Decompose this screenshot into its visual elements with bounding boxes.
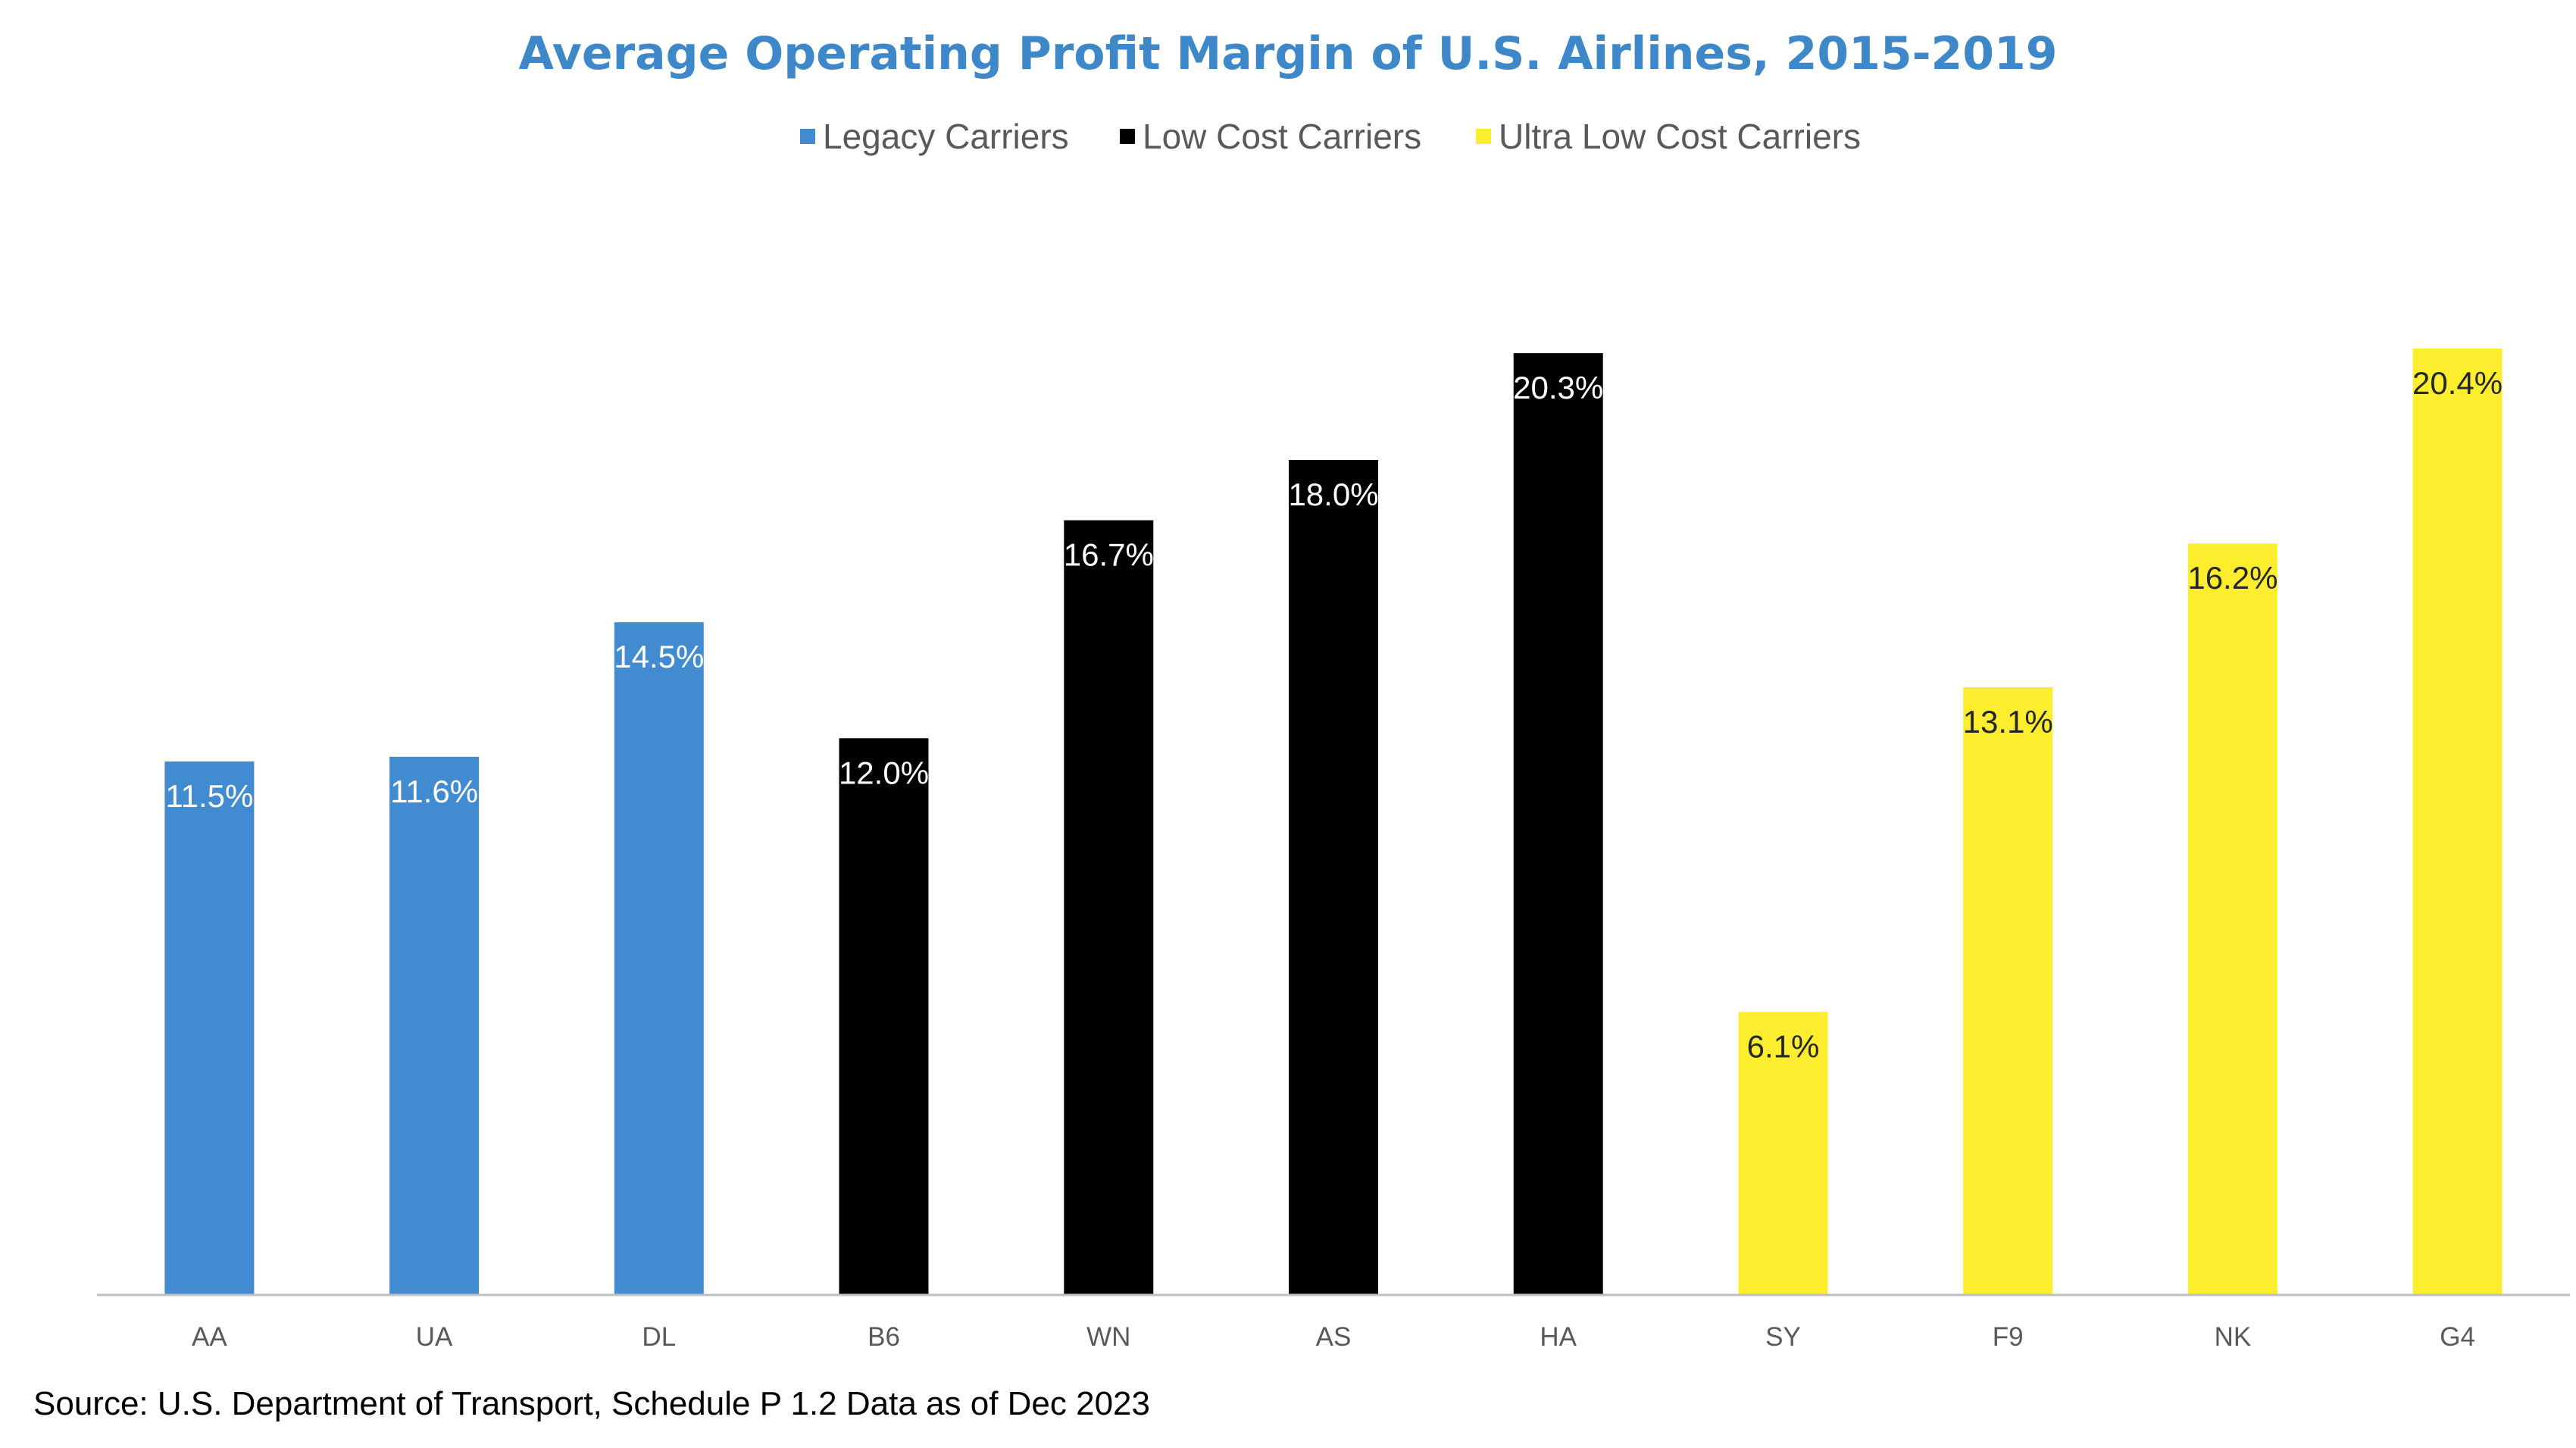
x-tick-label-sy: SY [1765,1322,1801,1352]
legend-item-ultra-low-cost: Ultra Low Cost Carriers [1476,114,1861,159]
data-label-aa: 11.5% [165,778,253,814]
legend-label-legacy: Legacy Carriers [823,117,1069,156]
legend-swatch-low-cost [1120,129,1135,144]
data-label-dl: 14.5% [614,639,704,674]
data-label-nk: 16.2% [2187,560,2277,596]
bar-aa [164,761,255,1295]
data-label-f9: 13.1% [1963,704,2053,740]
legend-swatch-ultra-low-cost [1476,129,1491,144]
bar-sy [1738,1012,1828,1295]
bar-dl [614,622,704,1295]
data-label-ha: 20.3% [1513,370,1603,405]
bar-nk [2187,543,2277,1295]
data-label-g4: 20.4% [2412,365,2503,401]
x-tick-label-wn: WN [1086,1322,1130,1352]
legend-label-ultra-low-cost: Ultra Low Cost Carriers [1499,117,1861,156]
x-tick-label-as: AS [1316,1322,1352,1352]
x-tick-label-b6: B6 [868,1322,900,1352]
x-tick-label-ua: UA [416,1322,453,1352]
x-tick-label-g4: G4 [2440,1322,2475,1352]
legend-item-legacy: Legacy Carriers [800,114,1069,159]
legend-item-low-cost: Low Cost Carriers [1120,114,1421,159]
bar-wn [1064,520,1154,1295]
bar-ha [1513,353,1603,1296]
legend-swatch-legacy [800,129,815,144]
bar-b6 [839,738,929,1295]
data-label-wn: 16.7% [1064,537,1154,573]
bar-g4 [2412,349,2503,1295]
data-label-sy: 6.1% [1747,1029,1820,1065]
bar-as [1289,460,1378,1295]
x-tick-label-ha: HA [1540,1322,1577,1352]
x-tick-label-aa: AA [192,1322,227,1352]
x-tick-label-f9: F9 [1993,1322,2024,1352]
bar-f9 [1963,687,2053,1295]
bar-ua [389,756,480,1295]
x-tick-label-dl: DL [642,1322,676,1352]
data-label-as: 18.0% [1288,477,1378,512]
chart-legend: Legacy Carriers Low Cost Carriers Ultra … [0,114,2576,159]
x-tick-label-nk: NK [2215,1322,2252,1352]
chart-title: Average Operating Profit Margin of U.S. … [518,27,2058,80]
data-label-b6: 12.0% [839,755,929,790]
data-label-ua: 11.6% [390,774,478,809]
legend-label-low-cost: Low Cost Carriers [1143,117,1422,156]
source-note: Source: U.S. Department of Transport, Sc… [33,1385,1150,1422]
